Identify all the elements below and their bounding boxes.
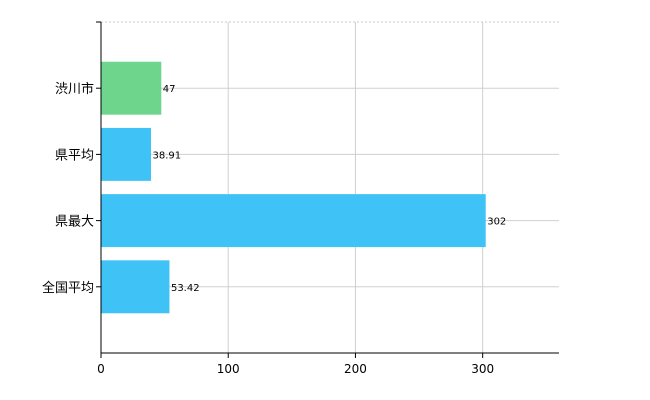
category-label-0: 渋川市 — [55, 81, 94, 97]
data-labels: 47 38.91 302 53.42 — [153, 84, 507, 294]
tick-labels: 0 100 200 300 — [97, 362, 494, 376]
x-tick-label-0: 0 — [97, 362, 105, 376]
x-tick-label-2: 200 — [344, 362, 367, 376]
category-label-1: 県平均 — [55, 148, 94, 163]
data-label-2: 302 — [487, 217, 506, 228]
bar-1 — [101, 127, 152, 181]
bar-2 — [101, 194, 486, 248]
axes-group — [96, 21, 559, 358]
category-label-3: 全国平均 — [42, 280, 94, 296]
bars-group — [101, 61, 486, 314]
x-tick-label-3: 300 — [471, 362, 494, 376]
bar-0 — [101, 61, 162, 115]
category-label-2: 県最大 — [55, 215, 94, 230]
data-label-0: 47 — [163, 84, 176, 95]
data-label-3: 53.42 — [171, 283, 200, 294]
gridlines — [101, 21, 559, 353]
data-label-1: 38.91 — [153, 150, 182, 161]
x-tick-label-1: 100 — [217, 362, 240, 376]
bar-3 — [101, 260, 170, 314]
